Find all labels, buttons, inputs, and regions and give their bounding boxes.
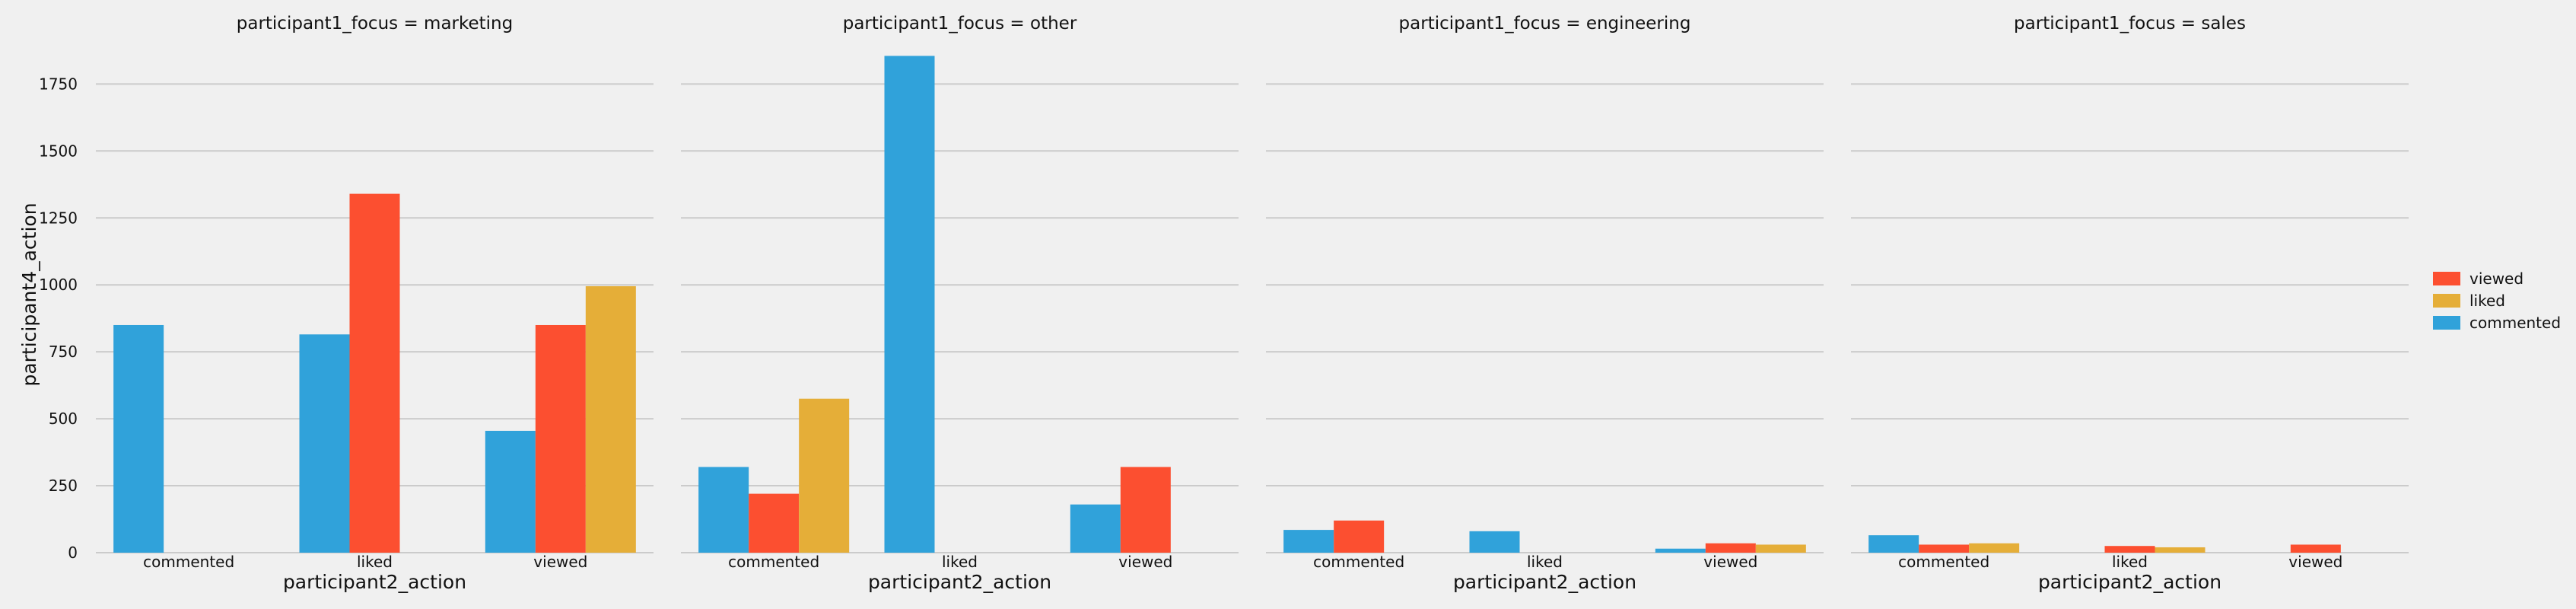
x-tick-label: viewed	[1703, 553, 1757, 571]
bar-viewed-viewed	[535, 324, 586, 553]
x-tick-label: liked	[357, 553, 393, 571]
bar-viewed-viewed	[1120, 467, 1171, 553]
bar-commented-viewed	[1655, 548, 1706, 553]
bar-viewed-commented	[749, 493, 800, 553]
facet-title: participant1_focus = other	[843, 14, 1077, 33]
legend-swatch-liked	[2433, 294, 2460, 308]
bar-commented-liked	[884, 56, 935, 553]
facet-panel-2: participant1_focus = other commented liked…	[681, 14, 1239, 593]
y-tick-label: 1750	[39, 75, 78, 93]
facet-panel-1: participant1_focus = marketing commented l…	[39, 14, 654, 593]
bar-liked-commented	[799, 398, 850, 553]
legend-swatch-viewed	[2433, 272, 2460, 285]
bar-commented-viewed	[485, 430, 536, 553]
legend-swatch-commented	[2433, 316, 2460, 330]
facet-panel-4: participant1_focus = sales commented liked…	[1851, 14, 2409, 593]
legend-label-commented: commented	[2469, 314, 2561, 332]
bar-commented-commented	[1868, 535, 1919, 553]
x-tick-label: commented	[143, 553, 234, 571]
x-tick-label: viewed	[1118, 553, 1172, 571]
bar-liked-viewed	[585, 285, 636, 553]
x-tick-label: commented	[1898, 553, 1989, 571]
bar-viewed-viewed	[1705, 543, 1756, 553]
x-tick-label: liked	[1527, 553, 1563, 571]
x-axis-label: participant2_action	[283, 571, 466, 593]
bar-commented-commented	[113, 324, 164, 553]
y-tick-label: 250	[49, 477, 78, 495]
y-tick-label: 0	[68, 544, 78, 562]
facet-title: participant1_focus = marketing	[237, 14, 513, 33]
bar-commented-commented	[1283, 530, 1334, 553]
x-tick-label: liked	[2112, 553, 2148, 571]
y-tick-label: 1000	[39, 276, 78, 294]
bar-viewed-commented	[1919, 544, 1970, 553]
facet-title: participant1_focus = sales	[2014, 14, 2246, 33]
x-tick-label: commented	[1313, 553, 1404, 571]
x-tick-label: liked	[942, 553, 978, 571]
x-axis-label: participant2_action	[2038, 571, 2221, 593]
x-tick-label: viewed	[2288, 553, 2342, 571]
facet-title: participant1_focus = engineering	[1399, 14, 1691, 33]
bar-liked-commented	[1969, 543, 2020, 553]
bar-liked-liked	[2155, 547, 2206, 553]
y-tick-label: 1250	[39, 209, 78, 227]
y-tick-label: 500	[49, 410, 78, 428]
facet-panel-3: participant1_focus = engineering commente…	[1266, 14, 1824, 593]
bar-commented-commented	[698, 467, 749, 553]
x-tick-label: viewed	[533, 553, 587, 571]
bar-viewed-viewed	[2290, 544, 2341, 553]
bar-commented-viewed	[1070, 504, 1121, 553]
x-axis-label: participant2_action	[1453, 571, 1636, 593]
bar-viewed-liked	[349, 193, 400, 553]
x-tick-label: commented	[728, 553, 819, 571]
bar-liked-viewed	[1755, 544, 1806, 553]
bar-viewed-commented	[1334, 520, 1385, 553]
bar-commented-liked	[299, 334, 350, 553]
x-axis-label: participant2_action	[868, 571, 1051, 593]
y-tick-label: 750	[49, 343, 78, 361]
bar-commented-liked	[1469, 531, 1520, 553]
bar-viewed-liked	[2104, 546, 2155, 553]
y-tick-label: 1500	[39, 142, 78, 160]
legend-label-viewed: viewed	[2469, 269, 2524, 288]
y-axis-label: participant4_action	[18, 202, 40, 386]
legend-label-liked: liked	[2469, 292, 2505, 310]
legend: viewed liked commented	[2433, 269, 2561, 332]
